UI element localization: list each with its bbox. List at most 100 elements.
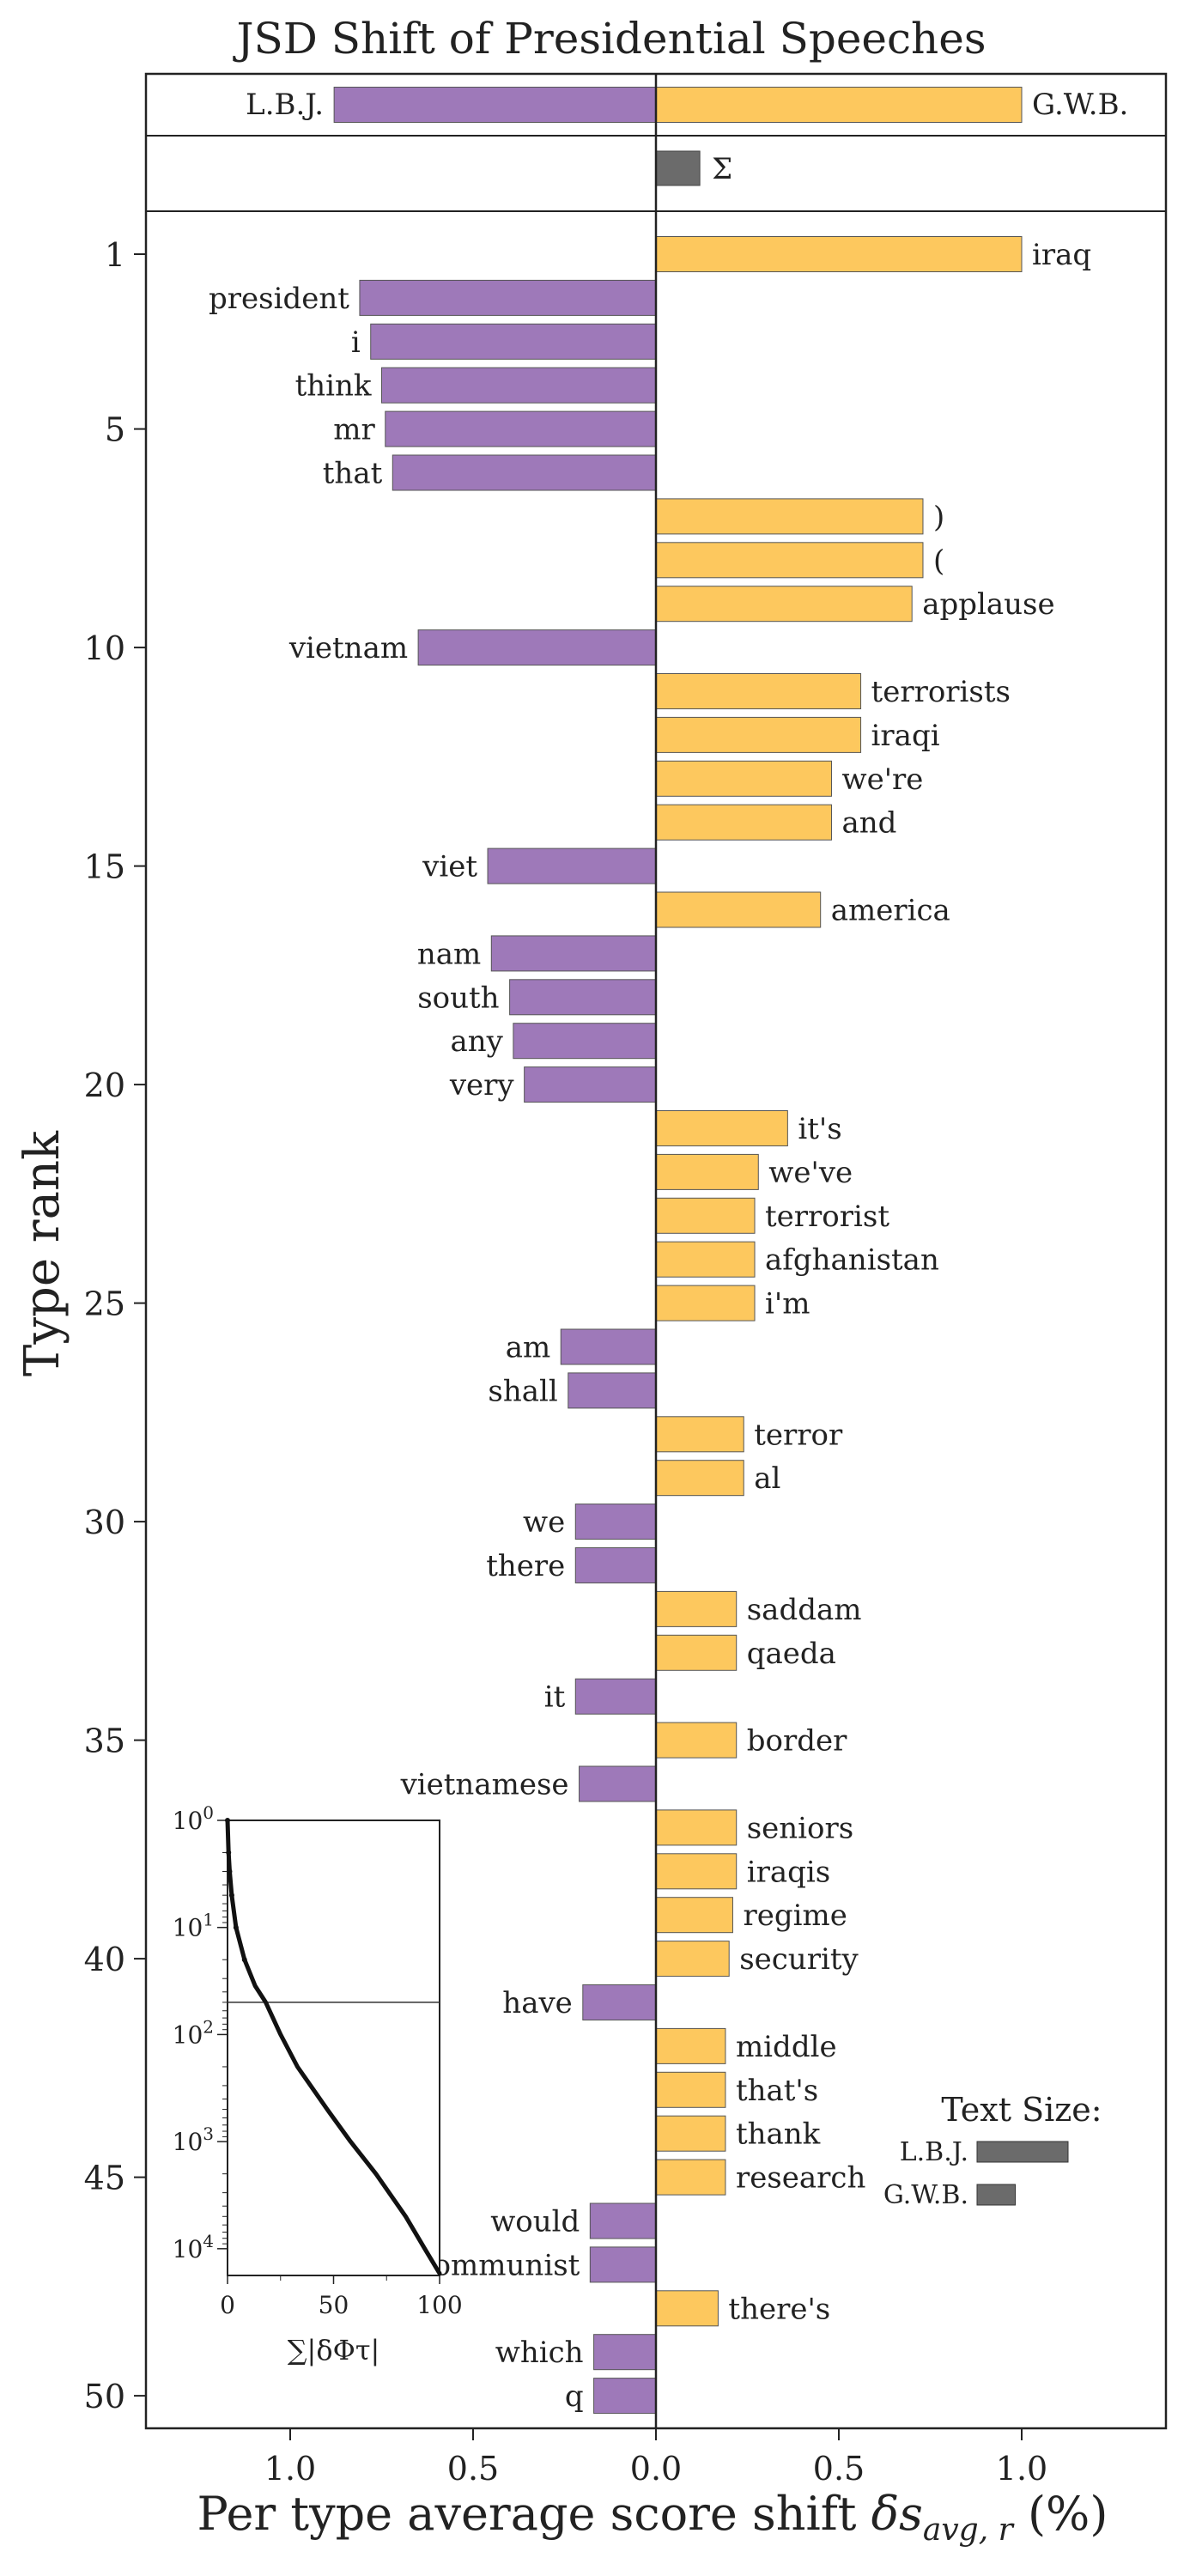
inset-frame [227,1820,440,2276]
bar-label: that's [736,2074,818,2108]
y-tick-label: 20 [84,1066,125,1104]
x-tick-label: 0.5 [813,2450,865,2488]
bar-label: viet [422,850,477,884]
bar-label: saddam [747,1593,862,1627]
bar-i-3 [370,323,657,360]
bar-label: ) [933,500,944,534]
inset-x-tick-label: 100 [416,2291,462,2319]
summary-label-gwb: G.W.B. [1032,88,1128,122]
bar-label: america [831,894,950,928]
inset-point [227,1868,233,1874]
bar-label: mr [333,413,375,447]
bar-label: that [323,457,383,491]
bar-label: we [523,1505,565,1540]
bar-that-6 [392,454,657,491]
bar-label: there [486,1549,565,1583]
bar-it-34 [574,1678,657,1715]
y-tick-label: 10 [84,629,125,667]
bar-iraqis-38 [655,1853,738,1890]
bar-label: president [209,282,349,316]
summary-bar-gwb [655,87,1023,123]
bar-label: think [295,369,372,404]
bar-label: i'm [765,1287,810,1321]
bar-label: it's [798,1112,841,1146]
bar-label: would [490,2205,580,2239]
bar-seniors-37 [655,1809,738,1846]
bar-which-49 [593,2334,657,2371]
y-tick-label: 40 [84,1941,125,1978]
summary-bar-lbj [333,87,657,123]
inset-y-tick-label: 104 [173,2231,214,2263]
bar-shall-27 [568,1372,657,1409]
chart-title: JSD Shift of Presidential Speeches [233,14,986,64]
bar-its-21 [655,1110,788,1146]
bar-label: iraq [1032,238,1091,272]
bar-nam-17 [490,935,657,972]
bar-mr-5 [385,410,657,447]
y-tick-label: 1 [105,236,125,274]
bar-have-41 [582,1984,657,2020]
bar-weve-22 [655,1153,759,1190]
bar-middle-42 [655,2027,726,2064]
bar-applause-9 [655,586,913,623]
inset-point [241,1957,247,1963]
x-tick-label: 0.5 [447,2450,499,2488]
bar-label: iraqi [871,719,940,753]
bar-theres-48 [655,2290,719,2327]
bar-label: vietnam [288,631,408,665]
bar-vietnam-10 [417,629,657,666]
bar-label: vietnamese [400,1768,569,1802]
bar-afghanistan-24 [655,1241,756,1278]
bar-im-25 [655,1285,756,1321]
inset-point [233,1924,239,1930]
bar-label: which [495,2336,584,2370]
x-tick-label: 1.0 [996,2450,1047,2488]
bar-there-31 [574,1547,657,1583]
bar-label: al [754,1461,780,1496]
bar-label: middle [736,2030,837,2064]
x-axis-label: Per type average score shift δsavg, r (%… [197,2487,1108,2548]
bar-any-19 [513,1023,657,1060]
bar-think-4 [381,367,657,404]
text-size-legend: Text Size: L.B.J. G.W.B. [883,2091,1102,2210]
text-size-label: L.B.J. [900,2137,968,2167]
bar-saddam-32 [655,1590,738,1627]
bar-label: iraqis [747,1855,830,1889]
bar-label: we're [841,762,923,797]
bar-qaeda-33 [655,1634,738,1671]
bar-label: research [736,2161,865,2196]
bar-iraq-1 [655,236,1023,272]
y-axis-label: Type rank [15,1130,70,1376]
bar-label: south [417,981,499,1015]
bar-label: security [739,1942,859,1977]
inset-curve [225,1818,442,2276]
inset-point [225,1818,230,1823]
bar-label: very [449,1068,515,1103]
bar-very-20 [524,1066,657,1103]
y-tick-label: 15 [84,848,125,886]
inset-point [228,1893,234,1899]
bar-and-14 [655,804,832,841]
y-tick-label: 30 [84,1504,125,1541]
bar-label: nam [417,937,481,971]
bar-terror-28 [655,1416,744,1453]
inset-x-tick-label: 0 [220,2291,235,2319]
bar-label: regime [743,1899,847,1933]
bar-we-30 [574,1504,657,1540]
bar-label: afghanistan [765,1243,939,1278]
bar-label: terrorists [871,675,1011,709]
bar-label: thank [736,2117,821,2152]
bar-were-13 [655,760,832,797]
bar-south-18 [509,979,657,1016]
bar-label: q [565,2379,584,2414]
text-size-title: Text Size: [941,2091,1102,2129]
inset-y-tick-label: 103 [173,2123,214,2156]
bar-thank-44 [655,2115,726,2152]
bar-label: seniors [747,1811,854,1845]
bar-label: applause [922,587,1054,622]
inset-x-label: ∑|δΦτ| [288,2334,380,2366]
sum-bar [655,150,701,186]
bar-thats-43 [655,2071,726,2108]
